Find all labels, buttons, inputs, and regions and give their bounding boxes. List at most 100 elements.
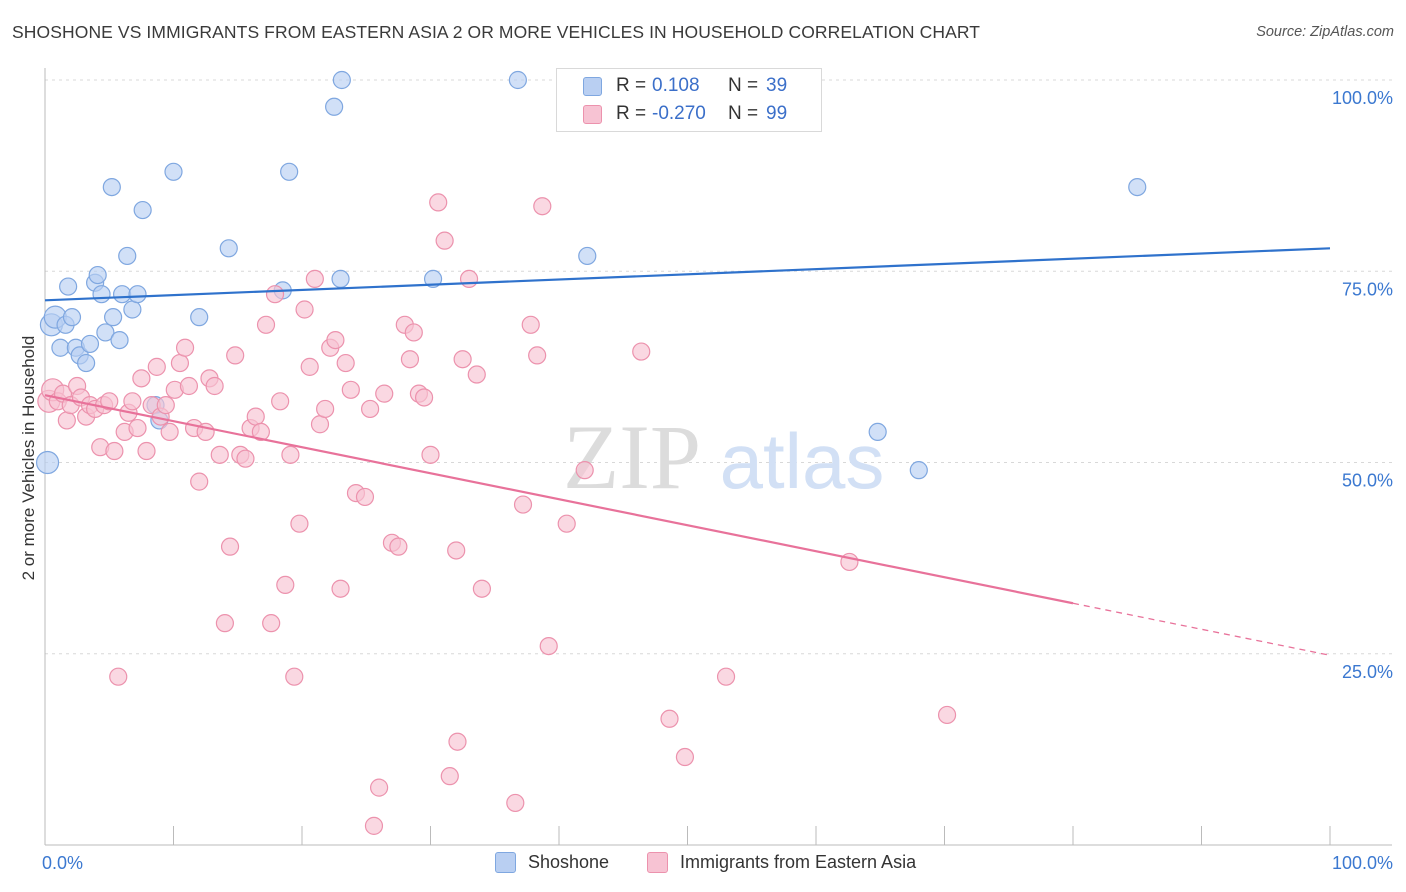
- legend-label: Shoshone: [528, 852, 610, 872]
- shoshone-point: [1128, 178, 1147, 197]
- immigrants-point: [251, 422, 270, 441]
- immigrants-point: [361, 399, 380, 419]
- immigrants-point: [179, 376, 199, 396]
- immigrants-point: [389, 537, 408, 556]
- immigrants-point: [215, 614, 234, 633]
- y-tick-label: 100.0%: [1332, 88, 1393, 108]
- immigrants-point: [440, 767, 459, 786]
- immigrants-point: [290, 514, 309, 533]
- immigrants-point: [300, 357, 319, 376]
- immigrants-point: [246, 407, 265, 426]
- immigrants-point: [109, 667, 128, 686]
- correlation-legend: R = 0.108 N = 39 R = -0.270 N = 99: [556, 68, 822, 132]
- shoshone-point: [508, 70, 527, 90]
- immigrants-point: [400, 350, 420, 369]
- immigrants-point: [341, 380, 360, 399]
- shoshone-swatch: [583, 76, 602, 96]
- y-tick-label: 50.0%: [1342, 471, 1393, 491]
- immigrants-point: [331, 579, 350, 598]
- immigrants-point: [160, 422, 179, 441]
- immigrants-point: [513, 495, 533, 514]
- immigrants-point: [506, 793, 525, 813]
- immigrants-trend-extension: [1072, 602, 1331, 656]
- shoshone-point: [123, 300, 142, 319]
- shoshone-point: [164, 162, 183, 181]
- shoshone-point: [104, 308, 123, 327]
- immigrants-point: [660, 709, 679, 728]
- immigrants-point: [226, 346, 245, 365]
- shoshone-point: [332, 70, 351, 90]
- immigrants-point: [521, 315, 540, 334]
- shoshone-point: [118, 246, 137, 266]
- immigrants-point: [528, 346, 547, 365]
- n-value: 99: [766, 103, 788, 124]
- immigrants-point: [132, 369, 151, 388]
- immigrants-point: [467, 365, 486, 384]
- x-tick-label: 0.0%: [42, 853, 83, 873]
- shoshone-point: [909, 461, 928, 480]
- immigrants-point: [326, 331, 345, 350]
- immigrants-point: [448, 732, 467, 751]
- r-value: 0.108: [652, 75, 700, 96]
- immigrants-point: [205, 376, 224, 396]
- legend-row-immigrants: R = -0.270 N = 99: [583, 102, 787, 126]
- shoshone-swatch: [495, 852, 516, 873]
- immigrants-point: [281, 445, 300, 464]
- immigrants-swatch: [647, 852, 668, 873]
- watermark-zip: ZIP: [563, 406, 701, 508]
- immigrants-point: [716, 667, 736, 686]
- legend-item-immigrants[interactable]: Immigrants from Eastern Asia: [647, 852, 916, 873]
- shoshone-point: [77, 353, 96, 373]
- immigrants-point: [472, 579, 491, 598]
- immigrants-point: [355, 487, 375, 507]
- shoshone-point: [219, 239, 238, 258]
- immigrants-point: [316, 399, 335, 419]
- immigrants-point: [305, 269, 324, 288]
- immigrants-point: [271, 392, 290, 411]
- shoshone-point: [102, 178, 121, 197]
- immigrants-point: [57, 411, 76, 430]
- immigrants-point: [295, 300, 314, 319]
- immigrants-point: [937, 705, 957, 725]
- r-value: -0.270: [652, 103, 706, 124]
- x-tick-label: 100.0%: [1332, 853, 1393, 873]
- immigrants-point: [453, 350, 472, 369]
- shoshone-point: [96, 323, 115, 342]
- immigrants-point: [170, 353, 190, 373]
- immigrants-point: [421, 445, 440, 464]
- immigrants-point: [533, 197, 552, 216]
- immigrants-point: [364, 816, 384, 835]
- shoshone-point: [190, 308, 209, 327]
- shoshone-point: [88, 265, 107, 285]
- shoshone-point: [128, 285, 147, 304]
- y-tick-label: 25.0%: [1342, 662, 1393, 682]
- shoshone-trend-line: [44, 247, 1331, 302]
- immigrants-point: [265, 285, 285, 304]
- immigrants-point: [675, 747, 695, 767]
- y-axis-label: 2 or more Vehicles in Household: [19, 335, 38, 581]
- shoshone-point: [325, 97, 344, 116]
- immigrants-point: [310, 415, 330, 434]
- immigrants-point: [557, 514, 576, 533]
- shoshone-point: [92, 285, 111, 304]
- immigrants-point: [105, 441, 124, 461]
- immigrants-point: [210, 445, 229, 464]
- shoshone-point: [423, 269, 443, 288]
- shoshone-point: [80, 334, 100, 354]
- immigrants-point: [220, 537, 240, 556]
- immigrants-point: [429, 193, 448, 212]
- r-label: R =: [616, 103, 647, 124]
- shoshone-point: [110, 331, 129, 350]
- immigrants-point: [175, 338, 195, 357]
- immigrants-point: [414, 388, 434, 407]
- legend-label: Immigrants from Eastern Asia: [680, 852, 917, 872]
- immigrants-point: [256, 315, 276, 334]
- r-label: R =: [616, 75, 647, 96]
- series-legend: Shoshone Immigrants from Eastern Asia: [0, 852, 1406, 876]
- immigrants-point: [447, 541, 466, 560]
- chart-title: SHOSHONE VS IMMIGRANTS FROM EASTERN ASIA…: [12, 22, 981, 42]
- legend-item-shoshone[interactable]: Shoshone: [495, 852, 609, 873]
- immigrants-trend-line: [44, 394, 1074, 605]
- y-tick-label: 75.0%: [1342, 279, 1393, 299]
